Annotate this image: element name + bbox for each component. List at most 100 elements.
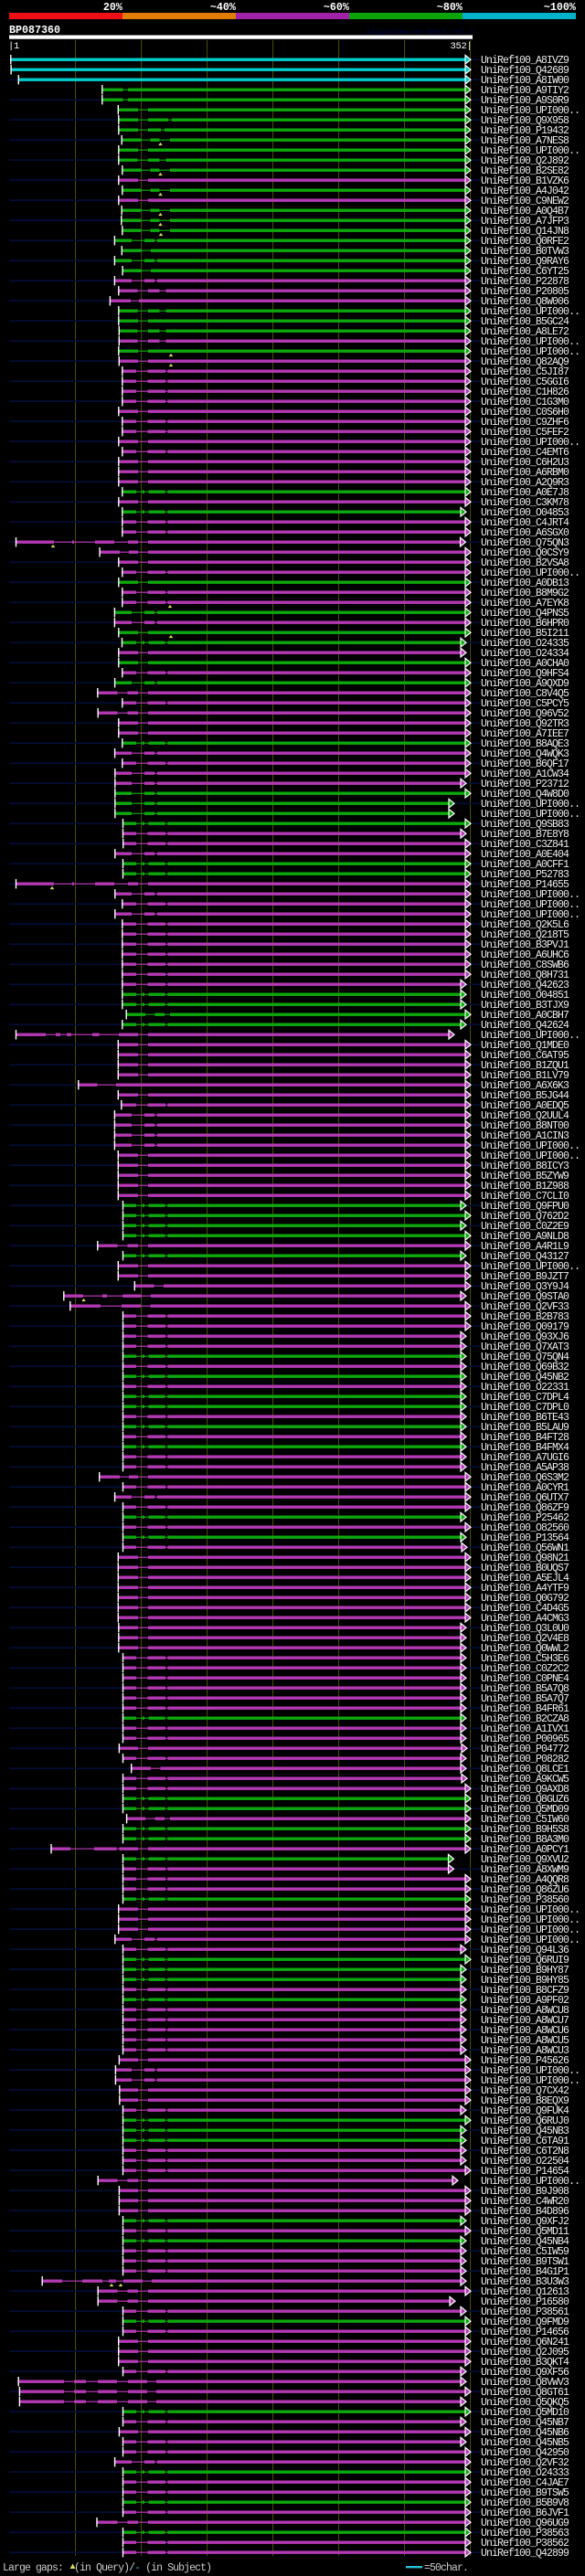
svg-text:UniRef100_A9KCW5: UniRef100_A9KCW5 xyxy=(481,1774,569,1786)
svg-text:UniRef100_C5GGI6: UniRef100_C5GGI6 xyxy=(481,376,569,388)
svg-text:UniRef100_B8CFZ9: UniRef100_B8CFZ9 xyxy=(481,1985,569,1997)
svg-text:UniRef100_Q9HFS4: UniRef100_Q9HFS4 xyxy=(481,668,569,680)
svg-text:UniRef100_B8ICY3: UniRef100_B8ICY3 xyxy=(481,1161,569,1172)
svg-text:UniRef100_B3QKT4: UniRef100_B3QKT4 xyxy=(481,2357,569,2369)
svg-text:UniRef100_UPI000..: UniRef100_UPI000.. xyxy=(481,2065,580,2077)
svg-text:UniRef100_B2CZA8: UniRef100_B2CZA8 xyxy=(481,1713,569,1725)
svg-text:UniRef100_A4J042: UniRef100_A4J042 xyxy=(481,186,569,197)
svg-text:UniRef100_A4YTF9: UniRef100_A4YTF9 xyxy=(481,1583,569,1595)
svg-text:UniRef100_UPI000..: UniRef100_UPI000.. xyxy=(481,799,580,811)
svg-text:UniRef100_A5EJL4: UniRef100_A5EJL4 xyxy=(481,1573,569,1585)
svg-text:UniRef100_A0Q4B7: UniRef100_A0Q4B7 xyxy=(481,206,569,217)
svg-text:UniRef100_Q45NB7: UniRef100_Q45NB7 xyxy=(481,2417,569,2429)
svg-text:UniRef100_P16580: UniRef100_P16580 xyxy=(481,2296,569,2308)
svg-text:UniRef100_A1IVX1: UniRef100_A1IVX1 xyxy=(481,1723,569,1735)
svg-text:UniRef100_P25462: UniRef100_P25462 xyxy=(481,1512,569,1524)
svg-text:UniRef100_A1CW34: UniRef100_A1CW34 xyxy=(481,769,569,780)
svg-text:UniRef100_C6T2N8: UniRef100_C6T2N8 xyxy=(481,2146,569,2157)
svg-text:UniRef100_B9J908: UniRef100_B9J908 xyxy=(481,2186,569,2198)
svg-text:UniRef100_B8AQE3: UniRef100_B8AQE3 xyxy=(481,738,569,750)
svg-text:UniRef100_B9TSW1: UniRef100_B9TSW1 xyxy=(481,2256,569,2268)
svg-text:UniRef100_P38560: UniRef100_P38560 xyxy=(481,1894,569,1906)
svg-text:UniRef100_Q0WWL2: UniRef100_Q0WWL2 xyxy=(481,1643,569,1655)
svg-text:UniRef100_B8M9G2: UniRef100_B8M9G2 xyxy=(481,588,569,599)
svg-text:UniRef100_C6AT95: UniRef100_C6AT95 xyxy=(481,1050,569,1062)
svg-text:UniRef100_O04851: UniRef100_O04851 xyxy=(481,990,569,1002)
svg-text:UniRef100_B4G1P1: UniRef100_B4G1P1 xyxy=(481,2266,569,2278)
svg-text:=50char.: =50char. xyxy=(424,2562,468,2574)
svg-text:UniRef100_B4D896: UniRef100_B4D896 xyxy=(481,2206,569,2218)
svg-text:UniRef100_Q6N241: UniRef100_Q6N241 xyxy=(481,2337,569,2348)
svg-text:UniRef100_Q1MDE0: UniRef100_Q1MDE0 xyxy=(481,1040,569,1052)
svg-text:UniRef100_P23712: UniRef100_P23712 xyxy=(481,779,569,790)
svg-text:UniRef100_UPI000..: UniRef100_UPI000.. xyxy=(481,567,580,579)
svg-text:UniRef100_C4EMT6: UniRef100_C4EMT6 xyxy=(481,447,569,459)
svg-text:UniRef100_C0Z2E9: UniRef100_C0Z2E9 xyxy=(481,1221,569,1233)
svg-text:UniRef100_Q12613: UniRef100_Q12613 xyxy=(481,2286,569,2298)
svg-text:UniRef100_A6X6K3: UniRef100_A6X6K3 xyxy=(481,1080,569,1092)
svg-text:UniRef100_A8WCU5: UniRef100_A8WCU5 xyxy=(481,2035,569,2047)
svg-text:UniRef100_UPI000..: UniRef100_UPI000.. xyxy=(481,1030,580,1042)
svg-text:UniRef100_Q98N21: UniRef100_Q98N21 xyxy=(481,1553,569,1564)
svg-text:UniRef100_B9HY87: UniRef100_B9HY87 xyxy=(481,1965,569,1977)
svg-text:UniRef100_C5JI87: UniRef100_C5JI87 xyxy=(481,366,569,378)
svg-text:UniRef100_O82560: UniRef100_O82560 xyxy=(481,1522,569,1534)
svg-text:20%: 20% xyxy=(103,1,123,14)
svg-text:UniRef100_C3Z841: UniRef100_C3Z841 xyxy=(481,839,569,851)
svg-text:UniRef100_Q8GUZ6: UniRef100_Q8GUZ6 xyxy=(481,1794,569,1806)
svg-text:UniRef100_Q4W8D0: UniRef100_Q4W8D0 xyxy=(481,789,569,800)
svg-text:UniRef100_A8WCU7: UniRef100_A8WCU7 xyxy=(481,2015,569,2027)
svg-text:UniRef100_B4FMX4: UniRef100_B4FMX4 xyxy=(481,1442,569,1454)
svg-text:UniRef100_Q92TR3: UniRef100_Q92TR3 xyxy=(481,718,569,730)
svg-text:UniRef100_Q8H731: UniRef100_Q8H731 xyxy=(481,970,569,981)
svg-text:UniRef100_Q9XFJ2: UniRef100_Q9XFJ2 xyxy=(481,2216,569,2228)
svg-text:UniRef100_C4WR20: UniRef100_C4WR20 xyxy=(481,2196,569,2208)
svg-text:UniRef100_UPI000..: UniRef100_UPI000.. xyxy=(481,1924,580,1936)
svg-text:UniRef100_A0DB13: UniRef100_A0DB13 xyxy=(481,578,569,589)
svg-text:UniRef100_Q2VF33: UniRef100_Q2VF33 xyxy=(481,1301,569,1313)
svg-text:UniRef100_Q9RAY6: UniRef100_Q9RAY6 xyxy=(481,256,569,268)
svg-text:UniRef100_C1H826: UniRef100_C1H826 xyxy=(481,387,569,398)
svg-text:UniRef100_P45626: UniRef100_P45626 xyxy=(481,2055,569,2067)
svg-text:UniRef100_C4JRT4: UniRef100_C4JRT4 xyxy=(481,517,569,529)
svg-text:UniRef100_C4JAE7: UniRef100_C4JAE7 xyxy=(481,2477,569,2489)
svg-text:UniRef100_Q42623: UniRef100_Q42623 xyxy=(481,980,569,991)
svg-text:UniRef100_B3TJX9: UniRef100_B3TJX9 xyxy=(481,1000,569,1012)
svg-text:UniRef100_C7CLI0: UniRef100_C7CLI0 xyxy=(481,1191,569,1203)
svg-text:UniRef100_C9ZHF6: UniRef100_C9ZHF6 xyxy=(481,417,569,429)
svg-text:UniRef100_A6RBM0: UniRef100_A6RBM0 xyxy=(481,467,569,479)
svg-text:UniRef100_A0EDQ5: UniRef100_A0EDQ5 xyxy=(481,1100,569,1112)
svg-text:UniRef100_C7DPL4: UniRef100_C7DPL4 xyxy=(481,1392,569,1404)
svg-text:UniRef100_B1LV79: UniRef100_B1LV79 xyxy=(481,1070,569,1082)
svg-text:UniRef100_Q69B32: UniRef100_Q69B32 xyxy=(481,1362,569,1373)
svg-text:~80%: ~80% xyxy=(437,1,463,14)
svg-text:UniRef100_B7E8Y8: UniRef100_B7E8Y8 xyxy=(481,829,569,841)
svg-text:UniRef100_A5AP38: UniRef100_A5AP38 xyxy=(481,1462,569,1474)
svg-text:UniRef100_B4FR61: UniRef100_B4FR61 xyxy=(481,1703,569,1715)
svg-text:UniRef100_A8IW00: UniRef100_A8IW00 xyxy=(481,75,569,87)
svg-text:UniRef100_UPI000..: UniRef100_UPI000.. xyxy=(481,105,580,117)
svg-text:UniRef100_A8WCU8: UniRef100_A8WCU8 xyxy=(481,2005,569,2017)
svg-text:UniRef100_Q09179: UniRef100_Q09179 xyxy=(481,1321,569,1333)
svg-text:UniRef100_UPI000..: UniRef100_UPI000.. xyxy=(481,889,580,901)
svg-text:UniRef100_A0PCY1: UniRef100_A0PCY1 xyxy=(481,1844,569,1856)
svg-text:UniRef100_Q4WQK3: UniRef100_Q4WQK3 xyxy=(481,748,569,760)
svg-text:UniRef100_P19432: UniRef100_P19432 xyxy=(481,125,569,137)
svg-text:UniRef100_O24335: UniRef100_O24335 xyxy=(481,638,569,650)
svg-text:UniRef100_Q42950: UniRef100_Q42950 xyxy=(481,2447,569,2459)
svg-text:UniRef100_Q5MD11: UniRef100_Q5MD11 xyxy=(481,2226,569,2238)
svg-text:BP087360: BP087360 xyxy=(9,24,60,37)
svg-text:UniRef100_A9S0R9: UniRef100_A9S0R9 xyxy=(481,95,569,107)
svg-text:UniRef100_A1CIN3: UniRef100_A1CIN3 xyxy=(481,1130,569,1142)
svg-text:UniRef100_C6YT25: UniRef100_C6YT25 xyxy=(481,266,569,278)
svg-text:UniRef100_C5H3E6: UniRef100_C5H3E6 xyxy=(481,1653,569,1665)
svg-text:UniRef100_UPI000..: UniRef100_UPI000.. xyxy=(481,2176,580,2188)
svg-text:UniRef100_B6HPR0: UniRef100_B6HPR0 xyxy=(481,618,569,630)
svg-text:UniRef100_UPI000..: UniRef100_UPI000.. xyxy=(481,1904,580,1916)
svg-text:UniRef100_C9NEW2: UniRef100_C9NEW2 xyxy=(481,196,569,207)
svg-text:UniRef100_Q75QN4: UniRef100_Q75QN4 xyxy=(481,1352,569,1363)
svg-text:UniRef100_UPI000..: UniRef100_UPI000.. xyxy=(481,1914,580,1926)
svg-text:UniRef100_C0S6H0: UniRef100_C0S6H0 xyxy=(481,407,569,419)
svg-text:UniRef100_Q2VF32: UniRef100_Q2VF32 xyxy=(481,2457,569,2469)
svg-text:UniRef100_Q86ZF9: UniRef100_Q86ZF9 xyxy=(481,1502,569,1514)
